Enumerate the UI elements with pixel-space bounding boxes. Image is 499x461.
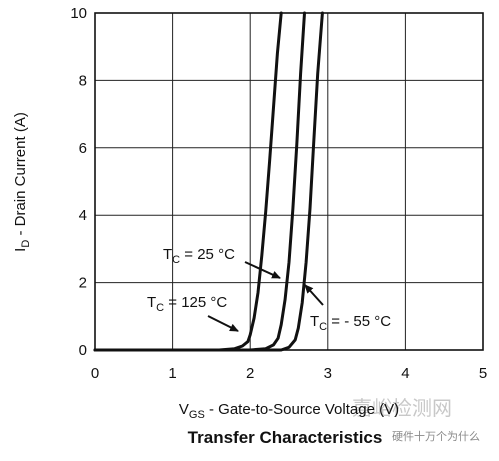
x-tick-label: 5	[479, 365, 487, 382]
tick-labels: 0 1 2 3 4 5 0 2 4 6 8 10	[70, 5, 487, 382]
watermark-text: 嘉峪检测网	[352, 397, 452, 420]
x-tick-label: 0	[91, 365, 99, 382]
series-annotations: TC = 125 °C TC = 25 °C TC = - 55 °C	[147, 246, 391, 333]
series-label-1: TC = 25 °C	[163, 246, 235, 266]
y-tick-label: 0	[79, 342, 87, 359]
x-tick-label: 4	[401, 365, 409, 382]
y-tick-label: 4	[79, 207, 87, 224]
y-tick-label: 10	[70, 5, 87, 22]
watermark-subtext: 硬件十万个为什么	[392, 429, 480, 443]
series-arrow-2	[304, 284, 324, 306]
series-arrow-0	[207, 315, 239, 332]
series-label-0: TC = 125 °C	[147, 294, 227, 314]
y-tick-label: 8	[79, 72, 87, 89]
y-tick-label: 6	[79, 140, 87, 157]
series-label-2: TC = - 55 °C	[310, 313, 391, 333]
y-tick-label: 2	[79, 275, 87, 292]
series-arrow-1	[244, 261, 281, 279]
x-tick-label: 2	[246, 365, 254, 382]
y-axis-label: ID - Drain Current (A)	[12, 112, 32, 252]
x-axis-label: VGS - Gate-to-Source Voltage (V)	[179, 401, 399, 421]
chart-title: Transfer Characteristics	[188, 428, 383, 447]
x-tick-label: 1	[168, 365, 176, 382]
plot-frame	[94, 12, 484, 351]
x-tick-label: 3	[324, 365, 332, 382]
grid-lines	[95, 13, 483, 350]
